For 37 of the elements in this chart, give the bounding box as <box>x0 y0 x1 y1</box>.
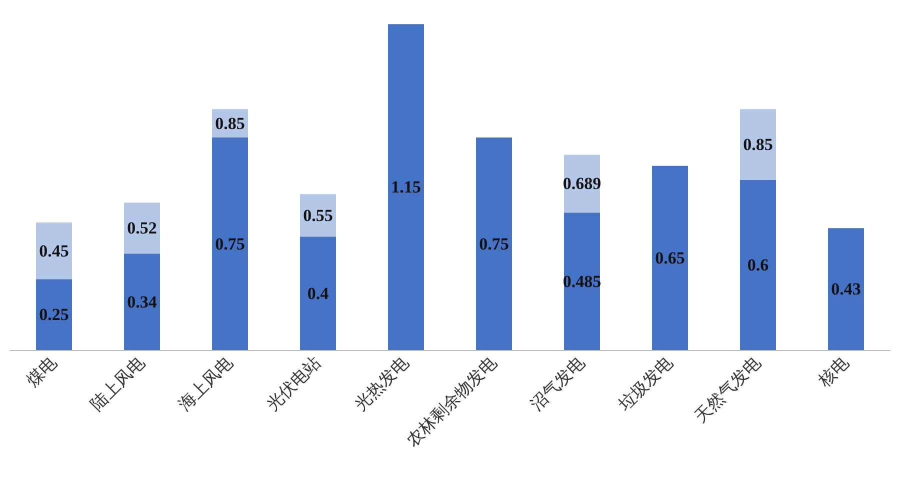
x-tick-label: 垃圾发电 <box>614 352 678 416</box>
total-label: 0.45 <box>39 241 69 260</box>
bar <box>388 24 424 350</box>
x-tick-label: 核电 <box>814 352 854 392</box>
x-tick-label: 海上风电 <box>174 352 238 416</box>
bar <box>36 279 72 350</box>
bar <box>564 212 600 350</box>
bar <box>300 236 336 350</box>
bar <box>124 254 160 350</box>
x-tick-label: 天然气发电 <box>690 352 766 428</box>
data-label: 0.6 <box>747 256 769 274</box>
total-label: 0.85 <box>743 135 773 154</box>
bar <box>652 166 688 350</box>
bar <box>476 138 512 350</box>
x-tick-label: 沼气发电 <box>526 352 590 416</box>
data-label: 0.43 <box>831 280 861 299</box>
bar <box>740 180 776 350</box>
bar <box>124 202 160 254</box>
bar <box>740 109 776 180</box>
x-tick-label: 陆上风电 <box>86 352 150 416</box>
total-label: 0.55 <box>303 206 333 225</box>
x-tick-label: 光伏电站 <box>262 352 326 416</box>
bar <box>828 228 864 350</box>
bar <box>212 138 248 350</box>
data-label: 0.65 <box>655 248 685 268</box>
total-label: 0.52 <box>127 218 157 238</box>
data-label: 0.34 <box>127 292 158 312</box>
data-label: 0.75 <box>479 234 509 254</box>
x-tick-label: 煤电 <box>22 352 62 392</box>
total-label: 0.85 <box>215 114 245 133</box>
bar <box>36 222 72 280</box>
data-label: 0.25 <box>39 305 69 324</box>
x-tick-label: 光热发电 <box>350 352 414 416</box>
data-label: 0.4 <box>307 284 330 303</box>
data-label: 1.15 <box>391 178 421 197</box>
total-label: 0.689 <box>562 174 602 194</box>
data-label: 0.75 <box>215 234 245 254</box>
